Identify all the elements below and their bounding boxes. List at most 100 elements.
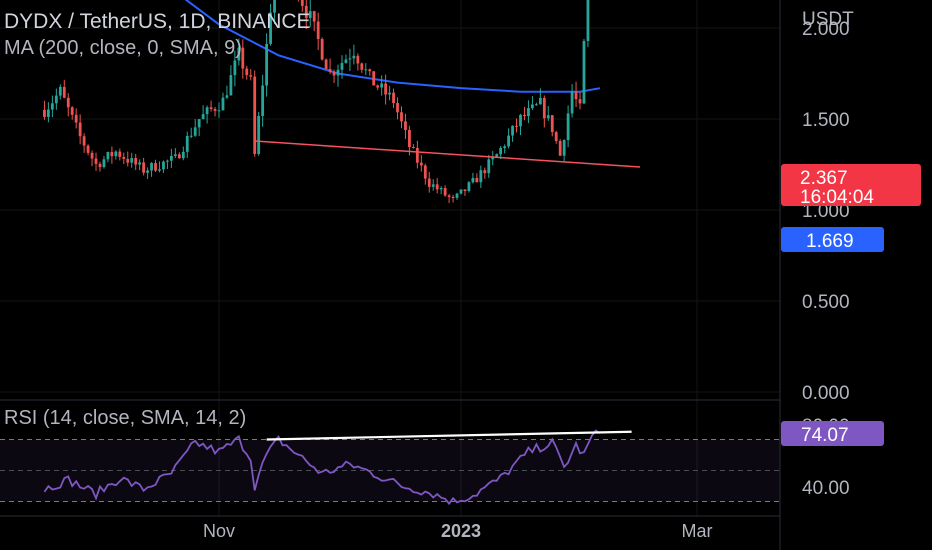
candle-body: [193, 127, 197, 136]
candle-body: [74, 114, 78, 123]
candle-body: [78, 122, 82, 137]
candle-body: [423, 165, 427, 179]
time-label-nov: Nov: [203, 521, 235, 541]
candle-body: [463, 189, 467, 192]
candle-body: [158, 169, 161, 171]
time-label-2023: 2023: [441, 521, 481, 541]
candle-body: [177, 154, 181, 159]
resistance-trendline[interactable]: [254, 140, 641, 168]
candle-body: [166, 160, 169, 162]
bar-countdown: 16:04:04: [800, 187, 874, 208]
candle-body: [550, 115, 554, 133]
candle-body: [122, 156, 126, 159]
candle-body: [376, 85, 380, 88]
candle-body: [534, 104, 538, 106]
candle-body: [154, 162, 157, 171]
candle-body: [241, 47, 245, 69]
candle-body: [221, 97, 225, 111]
candle-body: [233, 60, 237, 76]
candle-body: [98, 163, 102, 168]
candle-body: [479, 170, 483, 183]
candle-body: [114, 151, 118, 157]
candle-body: [201, 114, 205, 120]
rsi-line: [43, 429, 601, 506]
candle-body: [273, 0, 276, 13]
candle-body: [261, 85, 265, 116]
candle-body: [169, 155, 173, 161]
candle-body: [54, 95, 58, 104]
candle-body: [150, 162, 153, 171]
candle-body: [320, 38, 324, 60]
candle-body: [451, 197, 455, 199]
candle-body: [229, 75, 233, 96]
candle-body: [491, 156, 495, 160]
rsi-indicator-legend[interactable]: RSI (14, close, SMA, 14, 2): [4, 407, 246, 429]
candle-body: [546, 115, 550, 119]
candle-body: [364, 69, 368, 71]
candle-body: [400, 112, 403, 122]
candle-body: [582, 40, 586, 104]
candle-body: [578, 99, 582, 104]
rsi-trendline[interactable]: [266, 430, 632, 441]
candle-body: [265, 43, 269, 86]
candle-body: [138, 162, 142, 165]
candle-body: [340, 62, 344, 70]
candle-body: [515, 125, 518, 127]
candle-body: [185, 135, 189, 152]
candle-body: [66, 97, 70, 108]
candle-body: [82, 136, 86, 146]
candle-body: [312, 11, 316, 22]
candle-body: [90, 152, 94, 159]
candle-body: [106, 152, 110, 160]
candle-body: [380, 83, 384, 88]
rsi-value: 74.07: [801, 425, 849, 446]
candle-body: [181, 151, 185, 159]
candle-body: [538, 97, 542, 105]
candle-body: [527, 108, 530, 117]
candle-body: [519, 114, 522, 127]
candle-body: [499, 147, 503, 155]
candle-body: [146, 170, 149, 173]
candle-body: [392, 92, 395, 104]
candle-body: [471, 178, 475, 183]
candle-body: [408, 129, 411, 148]
candle-body: [554, 132, 558, 142]
candle-body: [356, 55, 360, 64]
candle-body: [511, 125, 514, 136]
candle-body: [118, 151, 122, 157]
ma-indicator-legend[interactable]: MA (200, close, 0, SMA, 9): [4, 37, 242, 59]
candle-body: [328, 69, 332, 72]
candle-body: [197, 119, 201, 128]
candle-body: [126, 158, 130, 163]
candle-body: [336, 69, 340, 76]
candle-body: [134, 157, 138, 165]
candle-body: [360, 63, 364, 70]
price-axis-currency[interactable]: USDT: [802, 9, 854, 30]
candle-body: [173, 154, 177, 156]
candle-body: [562, 140, 566, 156]
candle-body: [253, 76, 257, 154]
candle-body: [237, 47, 241, 61]
candle-body: [245, 68, 249, 76]
price-axis-tick: 0.500: [802, 292, 850, 313]
last-price-value: 2.367: [800, 168, 848, 189]
candle-body: [102, 159, 106, 168]
candle-body: [570, 91, 574, 114]
symbol-title[interactable]: DYDX / TetherUS, 1D, BINANCE: [4, 10, 311, 33]
candle-body: [348, 58, 352, 60]
candle-body: [507, 135, 511, 147]
candle-body: [217, 110, 221, 112]
candle-body: [396, 103, 399, 113]
candle-body: [586, 0, 590, 41]
candle-body: [308, 11, 312, 18]
time-grid: [218, 0, 698, 516]
candle-body: [558, 141, 562, 156]
candle-body: [475, 178, 479, 183]
candle-body: [431, 184, 435, 187]
price-axis-tick: 1.500: [802, 110, 850, 131]
candle-body: [332, 71, 336, 76]
candle-body: [142, 162, 146, 173]
